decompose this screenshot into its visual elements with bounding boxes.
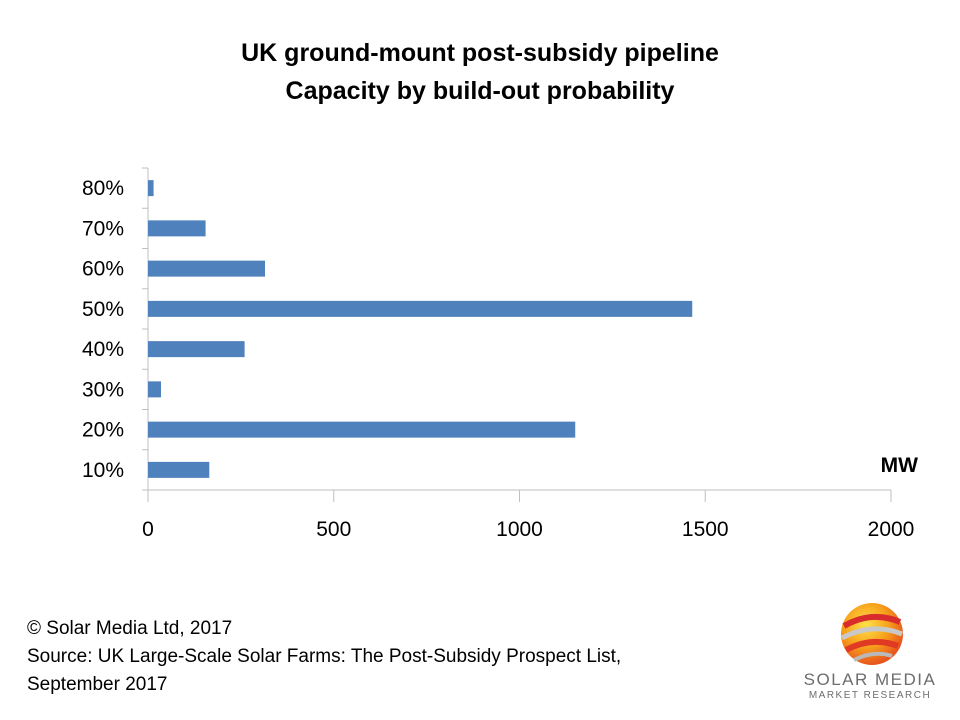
x-tick-label: 0 — [142, 518, 154, 541]
bar — [148, 381, 162, 398]
y-tick-label: 80% — [82, 177, 124, 200]
source-text-line-2: September 2017 — [27, 674, 168, 695]
y-tick-label: 60% — [82, 258, 124, 281]
y-tick-label: 20% — [82, 419, 124, 442]
bar — [148, 461, 210, 478]
bar — [148, 421, 576, 438]
copyright-text: © Solar Media Ltd, 2017 — [27, 618, 233, 639]
chart-title-line-2: Capacity by build-out probability — [285, 77, 675, 105]
y-tick-label: 50% — [82, 298, 124, 321]
solar-media-logo: SOLAR MEDIA MARKET RESEARCH — [800, 596, 940, 706]
footer: © Solar Media Ltd, 2017 Source: UK Large… — [27, 615, 621, 699]
unit-label: MW — [881, 454, 918, 477]
x-tick-label: 500 — [316, 518, 351, 541]
y-tick-label: 30% — [82, 378, 124, 401]
x-tick-label: 2000 — [868, 518, 915, 541]
chart-title: UK ground-mount post-subsidy pipeline Ca… — [0, 34, 960, 110]
x-tick-label: 1500 — [682, 518, 729, 541]
chart-title-line-1: UK ground-mount post-subsidy pipeline — [241, 39, 719, 67]
y-tick-label: 70% — [82, 217, 124, 240]
globe-logo-icon — [840, 603, 903, 665]
logo-brand-text: SOLAR MEDIA — [803, 670, 937, 689]
x-tick-label: 1000 — [496, 518, 543, 541]
bar — [148, 180, 154, 197]
bar — [148, 220, 206, 237]
bar — [148, 260, 266, 277]
source-text-line-1: Source: UK Large-Scale Solar Farms: The … — [27, 646, 622, 667]
bar — [148, 300, 693, 317]
y-tick-label: 10% — [82, 459, 124, 482]
logo-tagline-text: MARKET RESEARCH — [808, 690, 932, 701]
bar — [148, 341, 245, 358]
y-tick-label: 40% — [82, 338, 124, 361]
